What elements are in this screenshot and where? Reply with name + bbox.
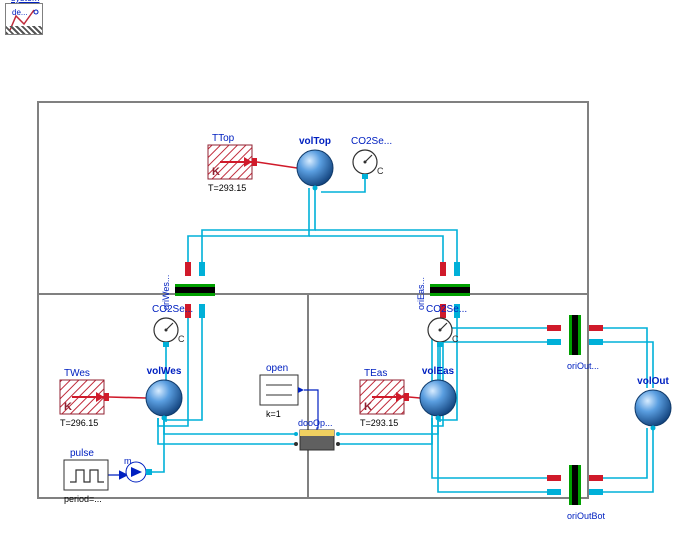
svg-text:K: K (64, 401, 72, 413)
co2-top[interactable]: C CO2Se... (351, 136, 392, 179)
diagram-canvas: oriWes...oriEas...oriOut...oriOutBot KTT… (0, 0, 689, 536)
svg-text:TWes: TWes (64, 368, 90, 379)
svg-text:volEas: volEas (422, 366, 455, 377)
svg-text:dooOp...: dooOp... (298, 418, 333, 428)
svg-text:volWes: volWes (147, 366, 182, 377)
heat-connections (109, 162, 420, 398)
temp-group: K TTop T=293.15 K TWes T=296.15 K TEas T=293.15 (60, 133, 409, 428)
temp-TEas[interactable]: K TEas T=293.15 (360, 368, 409, 428)
svg-text:CO2Se...: CO2Se... (152, 304, 193, 315)
svg-text:oriEas...: oriEas... (416, 277, 426, 310)
svg-text:pulse: pulse (70, 448, 94, 459)
svg-text:T=296.15: T=296.15 (60, 418, 98, 428)
svg-text:C: C (452, 334, 459, 344)
vol-group: volTop volWes volEas volOut (146, 136, 671, 431)
volWes[interactable]: volWes (146, 366, 182, 421)
svg-text:CO2Se...: CO2Se... (426, 304, 467, 315)
volEas[interactable]: volEas (420, 366, 456, 421)
temp-TWes[interactable]: K TWes T=296.15 (60, 368, 109, 428)
svg-text:TTop: TTop (212, 133, 235, 144)
co2-wes[interactable]: C CO2Se... (152, 304, 193, 347)
svg-text:T=293.15: T=293.15 (360, 418, 398, 428)
svg-text:oriOutBot: oriOutBot (567, 511, 606, 521)
volTop[interactable]: volTop (297, 136, 333, 191)
svg-text:period=...: period=... (64, 494, 102, 504)
svg-text:K: K (212, 166, 220, 178)
svg-text:C: C (377, 166, 384, 176)
svg-text:volOut: volOut (637, 376, 669, 387)
ori-outTop[interactable]: oriOut... (547, 315, 603, 371)
pulse-block[interactable]: pulseperiod=...m... (64, 448, 152, 504)
ori-outBot[interactable]: oriOutBot (547, 465, 606, 521)
svg-text:oriOut...: oriOut... (567, 361, 599, 371)
volOut[interactable]: volOut (635, 376, 671, 431)
svg-text:C: C (178, 334, 185, 344)
doo-block[interactable]: dooOp... (294, 418, 340, 450)
open-block[interactable]: open k=1 (260, 363, 304, 419)
svg-text:T=293.15: T=293.15 (208, 183, 246, 193)
temp-TTop[interactable]: K TTop T=293.15 (208, 133, 257, 193)
svg-text:volTop: volTop (299, 136, 331, 147)
svg-text:k=1: k=1 (266, 409, 281, 419)
svg-text:TEas: TEas (364, 368, 387, 379)
svg-text:open: open (266, 363, 288, 374)
svg-text:K: K (364, 401, 372, 413)
svg-text:CO2Se...: CO2Se... (351, 136, 392, 147)
